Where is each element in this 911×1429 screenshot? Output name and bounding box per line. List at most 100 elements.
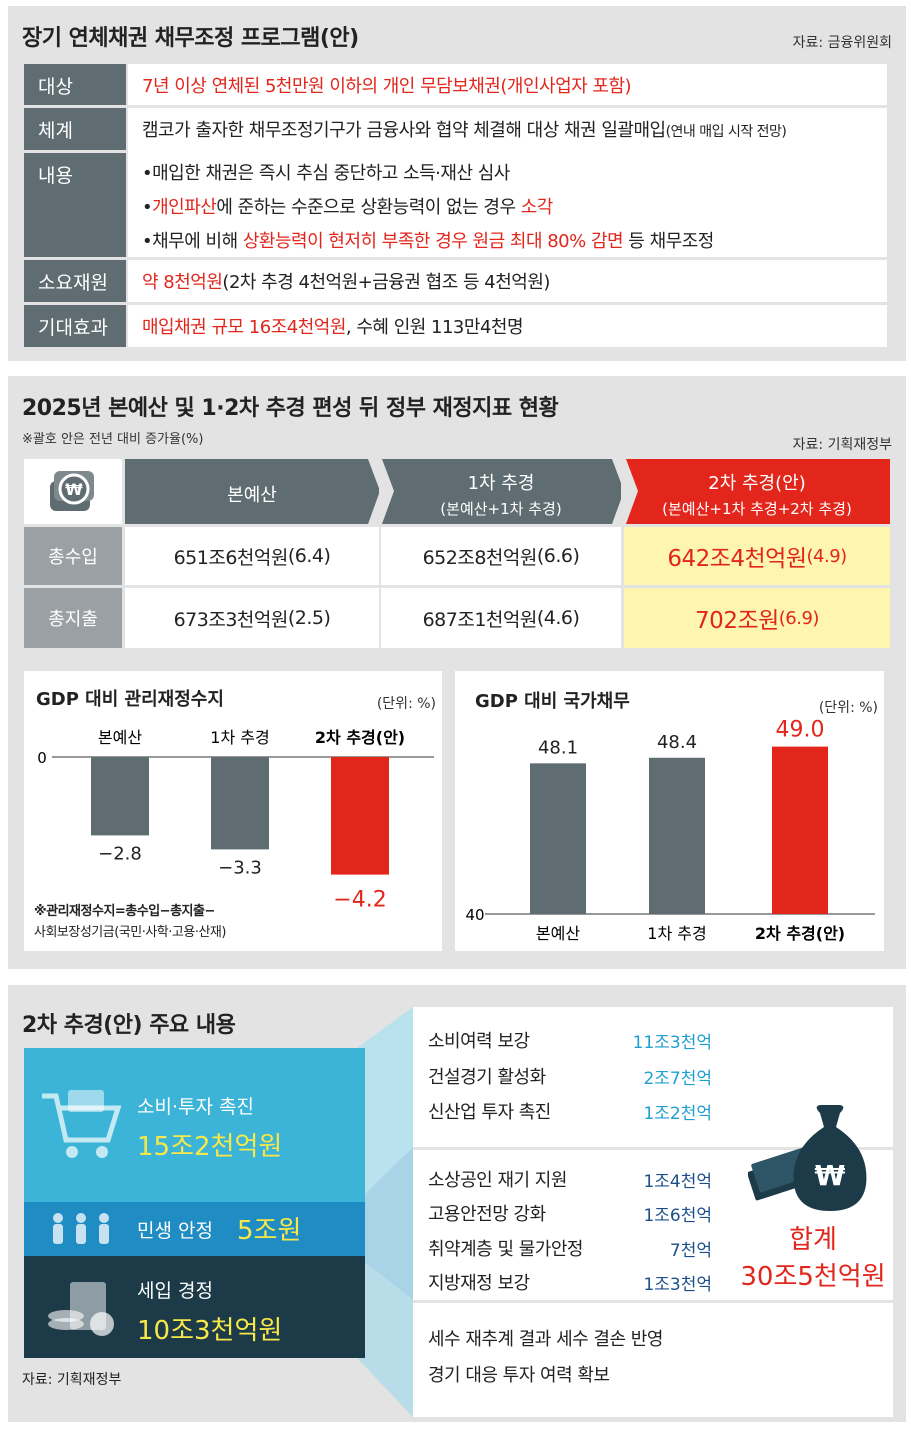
divider xyxy=(413,1300,893,1303)
shopping-cart-icon xyxy=(42,1090,122,1158)
debt-program-panel: 장기 연체채권 채무조정 프로그램(안) 자료: 금융위원회 대상 7년 이상 … xyxy=(8,6,906,361)
panel-title: 장기 연체채권 채무조정 프로그램(안) xyxy=(22,26,359,51)
category-label: 2차 추경(안) xyxy=(315,728,405,747)
data-label: −3.3 xyxy=(218,857,262,878)
data-label: 49.0 xyxy=(776,718,825,743)
list-amount: 2조7천억 xyxy=(643,1069,712,1089)
block-amount: 15조2천억원 xyxy=(137,1132,283,1162)
list-item: 건설경기 활성화 xyxy=(428,1067,546,1088)
bar xyxy=(91,757,149,836)
table-row: 내용 •매입한 채권은 즉시 추심 중단하고 소득·재산 심사 •개인파산에 준… xyxy=(24,147,887,257)
bar xyxy=(331,757,389,875)
svg-text:₩: ₩ xyxy=(65,480,83,499)
block-amount: 10조3천억원 xyxy=(137,1316,283,1346)
col-header-2nd: 2차 추경(안) (본예산+1차 추경+2차 추경) xyxy=(624,459,890,524)
list-item: 세수 재추계 결과 세수 결손 반영 xyxy=(428,1329,663,1350)
people-icon xyxy=(53,1213,109,1244)
list-amount: 1조4천억 xyxy=(643,1172,712,1192)
chart-unit: (단위: %) xyxy=(376,696,436,712)
source-label: 자료: 기획재정부 xyxy=(792,437,892,453)
total-amount: 30조5천억원 xyxy=(740,1262,886,1292)
list-item: 소비여력 보강 xyxy=(428,1031,530,1052)
table-row: 체계 캠코가 출자한 채무조정기구가 금융사와 협약 체결해 대상 채권 일괄매… xyxy=(24,108,887,150)
list-amount: 11조3천억 xyxy=(632,1033,712,1053)
coins-icon: ₩ xyxy=(50,471,94,511)
category-label: 본예산 xyxy=(98,728,142,747)
arrow-icon xyxy=(368,459,394,524)
list-item: 취약계층 및 물가안정 xyxy=(428,1239,583,1260)
cell-highlight: 702조원 (6.9) xyxy=(624,588,890,648)
row-value-note: (연내 매입 시작 전망) xyxy=(665,124,787,140)
block-label: 민생 안정 xyxy=(137,1220,213,1242)
arrow-icon xyxy=(612,459,638,524)
coin-icon-box: ₩ xyxy=(24,459,122,524)
row-value: 약 8천억원(2차 추경 4천억원+금융권 협조 등 4천억원) xyxy=(128,260,887,302)
data-label: −2.8 xyxy=(98,843,142,864)
bar xyxy=(211,757,269,850)
row-label: 기대효과 xyxy=(24,305,126,347)
note-label: ※괄호 안은 전년 대비 증가율(%) xyxy=(22,432,204,447)
list-amount: 1조6천억 xyxy=(643,1206,712,1226)
cell: 687조1천억원 (4.6) xyxy=(381,588,621,648)
row-label: 내용 xyxy=(24,153,126,257)
cell: 651조6천억원 (6.4) xyxy=(125,527,379,585)
bullet-3: •채무에 비해 상환능력이 현저히 부족한 경우 원금 최대 80% 감면 등 … xyxy=(142,231,714,252)
supplementary-budget-panel: 2차 추경(안) 주요 내용 소비·투자 촉진 15조2천억원 민생 안정 5조… xyxy=(8,985,906,1422)
list-item: 경기 대응 투자 여력 확보 xyxy=(428,1365,610,1386)
panel-title: 2025년 본예산 및 1·2차 추경 편성 뒤 정부 재정지표 현황 xyxy=(22,396,559,421)
chart-fiscal-balance: GDP 대비 관리재정수지 (단위: %) 0 본예산 −2.8 1차 추경 −3.3 2… xyxy=(24,671,442,951)
chart-unit: (단위: %) xyxy=(818,700,878,716)
chart-title: GDP 대비 관리재정수지 xyxy=(36,689,224,710)
cell-highlight: 642조4천억원 (4.9) xyxy=(624,527,890,585)
chart-note: ※관리재정수지=총수입−총지출− 사회보장성기금(국민·사학·고용·산재) xyxy=(34,904,226,940)
source-label: 자료: 금융위원회 xyxy=(792,35,892,51)
category-label: 본예산 xyxy=(536,924,580,943)
svg-text:₩: ₩ xyxy=(815,1159,846,1192)
chart-1-svg: 0 본예산 −2.8 1차 추경 −3.3 2차 추경(안) −4.2 xyxy=(37,728,434,913)
list-item: 신산업 투자 촉진 xyxy=(428,1102,551,1123)
row-label: 체계 xyxy=(24,108,126,150)
chart-2-svg: 40 48.1 본예산 48.4 1차 추경 49.0 2차 추경(안) xyxy=(465,718,875,943)
row-label-expenditure: 총지출 xyxy=(24,588,122,648)
list-item: 소상공인 재기 지원 xyxy=(428,1170,567,1191)
list-amount: 7천억 xyxy=(669,1241,712,1261)
source-label: 자료: 기획재정부 xyxy=(22,1372,122,1388)
bullet-1: •매입한 채권은 즉시 추심 중단하고 소득·재산 심사 xyxy=(142,163,510,184)
chart-title: GDP 대비 국가채무 xyxy=(475,691,630,712)
table-row: 기대효과 매입채권 규모 16조4천억원, 수혜 인원 113만4천명 xyxy=(24,305,887,347)
row-value-bullets: •매입한 채권은 즉시 추심 중단하고 소득·재산 심사 •개인파산에 준하는 … xyxy=(128,147,887,257)
row-value: 캠코가 출자한 채무조정기구가 금융사와 협약 체결해 대상 채권 일괄매입(연… xyxy=(128,108,887,150)
tick-label: 40 xyxy=(465,906,484,924)
row-value: 7년 이상 연체된 5천만원 이하의 개인 무담보채권(개인사업자 포함) xyxy=(128,64,887,105)
table-row: 대상 7년 이상 연체된 5천만원 이하의 개인 무담보채권(개인사업자 포함) xyxy=(24,64,887,105)
cell: 652조8천억원 (6.6) xyxy=(381,527,621,585)
connector-shapes xyxy=(357,1007,413,1417)
category-label: 2차 추경(안) xyxy=(755,924,845,943)
bar xyxy=(772,746,828,914)
row-label: 소요재원 xyxy=(24,260,126,302)
detail-box xyxy=(413,1007,893,1417)
chart-national-debt: GDP 대비 국가채무 (단위: %) 40 48.1 본예산 48.4 1차 추경 49… xyxy=(455,671,884,951)
block-amount: 5조원 xyxy=(237,1216,302,1246)
data-label: 48.1 xyxy=(538,737,578,758)
money-bag-icon: ₩ xyxy=(748,1105,867,1211)
col-header-1st: 1차 추경 (본예산+1차 추경) xyxy=(381,459,621,524)
block-livelihood: 민생 안정 5조원 xyxy=(24,1202,365,1256)
cell: 673조3천억원 (2.5) xyxy=(125,588,379,648)
data-label: −4.2 xyxy=(333,888,386,913)
block-label: 세입 경정 xyxy=(137,1280,213,1302)
block-consumption: 소비·투자 촉진 15조2천억원 xyxy=(24,1048,365,1202)
list-item: 고용안전망 강화 xyxy=(428,1204,546,1225)
bar xyxy=(530,763,586,914)
category-label: 1차 추경 xyxy=(210,728,269,747)
total-label: 합계 xyxy=(789,1225,837,1255)
list-amount: 1조3천억 xyxy=(643,1275,712,1295)
list-amount: 1조2천억 xyxy=(643,1104,712,1124)
block-revenue-correction: 세입 경정 10조3천억원 xyxy=(24,1256,365,1358)
calculator-coins-icon xyxy=(48,1282,114,1336)
data-label: 48.4 xyxy=(657,732,697,753)
bullet-2: •개인파산에 준하는 수준으로 상환능력이 없는 경우 소각 xyxy=(142,197,553,218)
list-item: 지방재정 보강 xyxy=(428,1273,530,1294)
row-label-revenue: 총수입 xyxy=(24,527,122,585)
divider xyxy=(413,1147,893,1150)
